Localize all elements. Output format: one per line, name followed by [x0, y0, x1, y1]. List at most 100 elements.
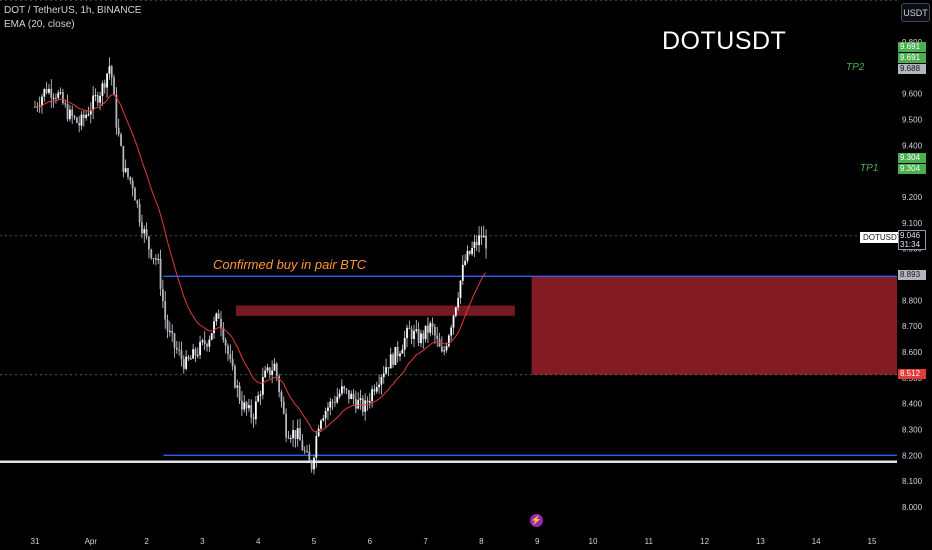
y-tick-label: 8.600: [902, 348, 923, 357]
candle: [354, 398, 357, 409]
candle: [352, 393, 355, 399]
candle: [445, 346, 448, 351]
candle: [194, 349, 197, 356]
candle: [320, 420, 322, 429]
candle: [345, 388, 348, 390]
x-tick-label: 2: [144, 537, 149, 546]
chart-header-indicator: EMA (20, close): [4, 19, 75, 30]
candle: [347, 389, 350, 399]
candle: [164, 301, 167, 320]
y-tick-label: 8.100: [902, 477, 923, 486]
candle: [166, 319, 169, 331]
candle: [59, 92, 62, 94]
candle: [245, 402, 248, 409]
candle: [45, 89, 48, 93]
candle: [368, 401, 371, 403]
y-tick-label: 9.100: [902, 219, 923, 228]
candle: [285, 413, 287, 438]
candle: [75, 117, 78, 123]
y-tick-label: 9.400: [902, 141, 923, 150]
candle: [208, 339, 211, 347]
candle: [429, 323, 432, 333]
candle: [482, 235, 485, 238]
candle: [420, 333, 422, 344]
candle: [264, 370, 267, 378]
candle: [271, 370, 274, 375]
candle: [413, 330, 415, 340]
candle: [113, 77, 115, 95]
candle: [350, 393, 353, 399]
candle: [327, 407, 329, 411]
candle: [289, 438, 292, 440]
candle: [115, 94, 118, 128]
candle: [62, 92, 64, 104]
candle: [187, 356, 190, 359]
candle: [266, 367, 269, 371]
candle: [389, 354, 392, 369]
candle: [210, 333, 213, 340]
candle: [308, 451, 311, 462]
candle: [461, 264, 464, 281]
candle: [334, 402, 336, 404]
candle: [236, 385, 239, 388]
x-tick-label: 9: [535, 537, 540, 546]
candle: [57, 92, 60, 98]
currency-button[interactable]: USDT: [901, 3, 930, 22]
candle: [201, 340, 204, 342]
candle: [338, 393, 341, 397]
candle: [206, 344, 208, 347]
candle: [301, 440, 304, 451]
candle: [422, 333, 425, 340]
candle: [148, 236, 150, 250]
candle: [382, 373, 385, 378]
candle: [52, 97, 55, 99]
candle: [392, 354, 394, 365]
candle: [222, 327, 225, 340]
candle: [466, 250, 469, 261]
candle: [268, 367, 271, 375]
candle: [215, 313, 218, 322]
candle: [417, 329, 420, 344]
x-tick-label: 13: [756, 537, 765, 546]
candle: [415, 329, 418, 331]
candle: [436, 335, 439, 340]
candle: [315, 436, 318, 458]
candle: [431, 323, 434, 327]
candle: [106, 73, 108, 88]
candle: [273, 363, 276, 371]
candle: [199, 341, 201, 356]
candle: [103, 83, 106, 88]
candle: [401, 349, 404, 354]
candle: [280, 392, 283, 402]
x-tick-label: 11: [645, 537, 654, 546]
candle: [78, 122, 81, 126]
price-label: 9.304: [898, 164, 926, 174]
candle: [224, 339, 227, 346]
lightning-icon[interactable]: ⚡: [530, 514, 543, 527]
candle: [131, 180, 134, 189]
candle: [364, 400, 367, 412]
ema-line: [35, 94, 487, 433]
candle: [457, 298, 460, 308]
x-tick-label: 5: [312, 537, 317, 546]
candle: [41, 96, 43, 106]
candle: [48, 88, 50, 93]
candle: [152, 258, 155, 260]
candle: [403, 338, 406, 350]
candle: [173, 333, 176, 348]
candle: [473, 242, 476, 248]
candle: [229, 354, 232, 359]
candle: [231, 358, 234, 367]
candle: [464, 260, 467, 265]
candle: [127, 168, 129, 178]
candle: [66, 104, 69, 120]
candle: [471, 247, 473, 254]
candle: [410, 329, 413, 340]
candle: [248, 405, 250, 409]
candle: [92, 95, 95, 111]
candle: [394, 346, 397, 365]
candle: [217, 313, 220, 319]
candle: [259, 394, 262, 396]
x-tick-label: 3: [200, 537, 205, 546]
